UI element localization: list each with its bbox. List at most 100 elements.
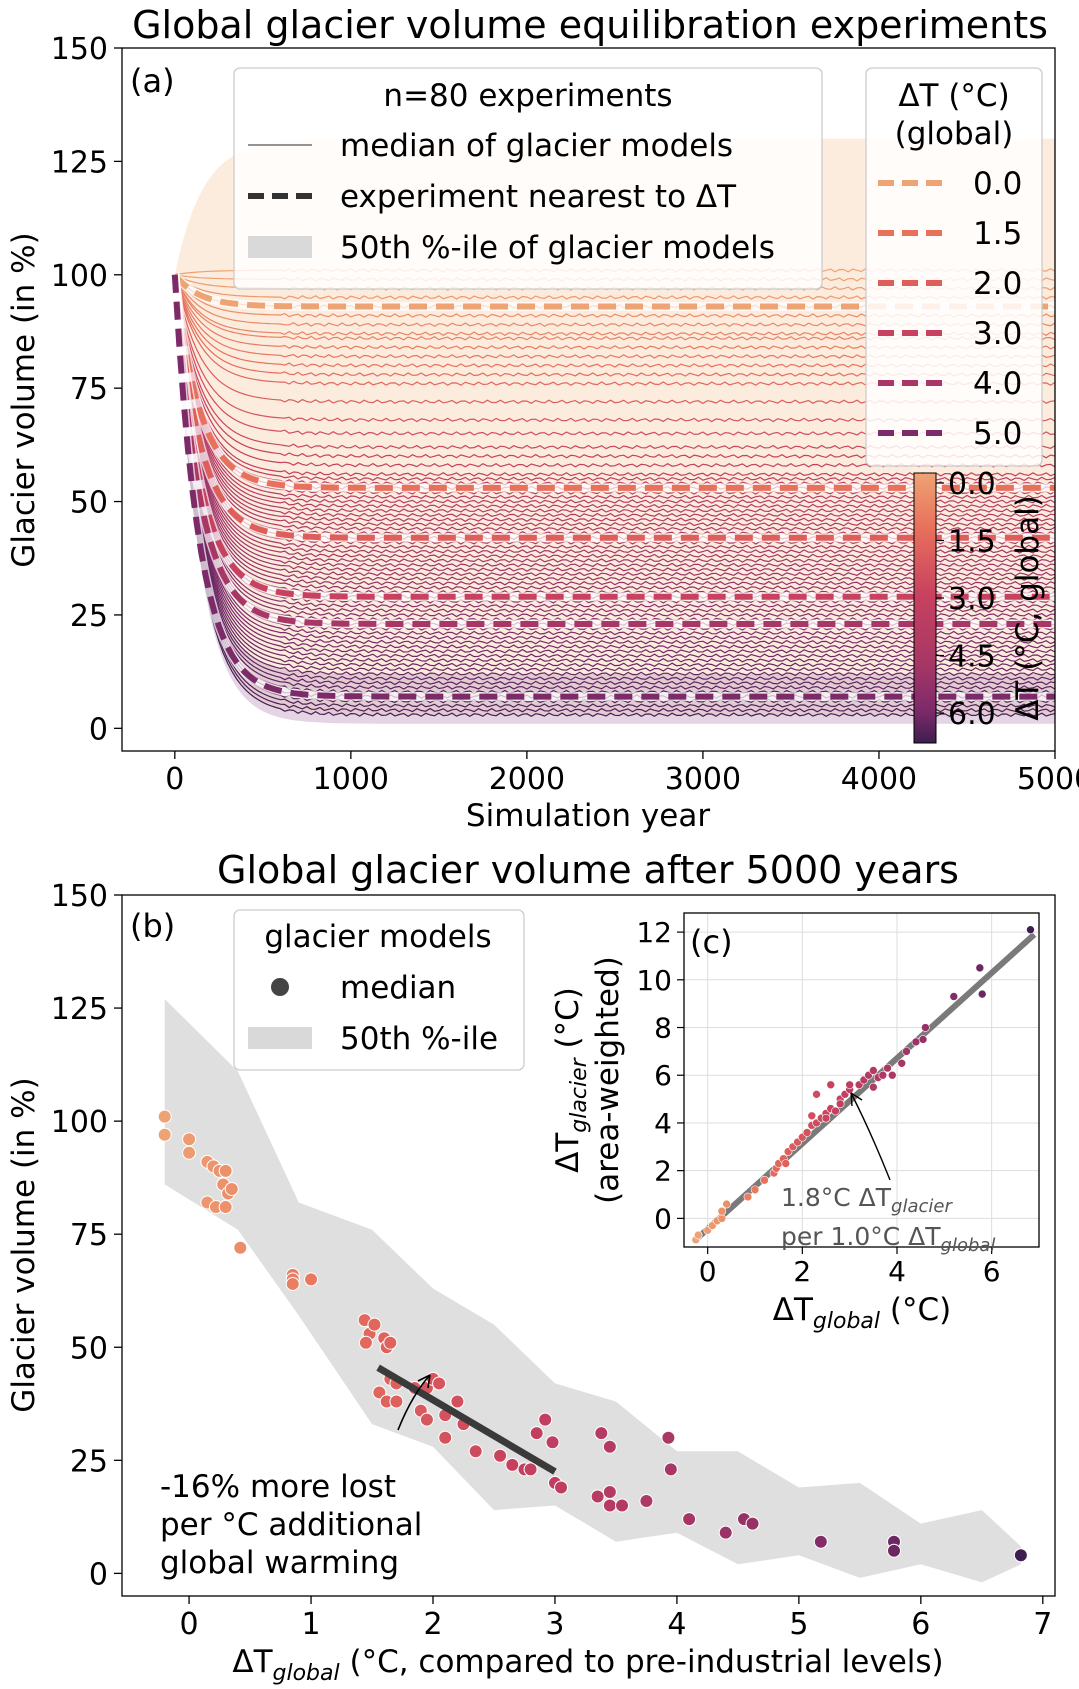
panel-c-point	[812, 1090, 821, 1099]
panel-a-median-line	[174, 274, 1056, 509]
panel-c-y-label-2: (area-weighted)	[590, 956, 626, 1204]
panel-b-legend-median-marker	[271, 978, 289, 996]
panel-a-median-line	[174, 274, 1056, 590]
panel-a-median-line	[174, 274, 1056, 568]
panel-a-median-line	[174, 274, 1056, 708]
panel-b-point	[432, 1376, 447, 1391]
colorbar-tick-label: 3.0	[948, 582, 996, 617]
panel-b: Global glacier volume after 5000 years 0…	[6, 848, 1056, 1686]
panel-a-y-tick-label: 25	[70, 599, 108, 634]
panel-a-median-line	[174, 274, 1056, 477]
panel-a-dt-legend: ΔT (°C) (global) 0.0 1.5 2.0 3.0 4.0 5.0	[865, 67, 1043, 467]
panel-c-point	[835, 1099, 845, 1109]
panel-b-legend-header: glacier models	[264, 919, 491, 955]
panel-a-median-line	[174, 274, 1056, 686]
panel-a-median-line	[174, 274, 1056, 690]
panel-b-point	[887, 1543, 902, 1558]
panel-a-dt-legend-box	[865, 67, 1043, 467]
panel-a-band-lower	[174, 274, 1056, 724]
panel-b-x-tick-label: 0	[180, 1607, 199, 1642]
panel-c-x-tick-label: 4	[888, 1255, 906, 1288]
panel-b-point	[505, 1457, 520, 1472]
panel-b-point	[663, 1462, 678, 1477]
panel-a-median-line	[174, 274, 1056, 581]
panel-b-point	[304, 1272, 319, 1287]
panel-a-colorbar: 0.0 1.5 3.0 4.5 6.0 ΔT (°C, global)	[913, 467, 1046, 744]
panel-b-point	[529, 1426, 544, 1441]
panel-a-median-line	[174, 274, 1056, 550]
panel-b-x-label-rest: (°C, compared to pre-industrial levels)	[340, 1644, 944, 1680]
panel-c-annotation-1-main: 1.8°C ΔT	[781, 1183, 892, 1212]
panel-b-y-tick-label: 50	[70, 1331, 108, 1366]
panel-a-y-ticks: 0 25 50 75 100 125 150	[51, 32, 122, 747]
panel-a-x-label: Simulation year	[466, 798, 710, 834]
panel-a-median-line	[174, 274, 1056, 532]
panel-c-y-tick-label: 12	[636, 916, 672, 949]
panel-c-annotation-1-sub: glacier	[891, 1196, 953, 1217]
panel-a-title: Global glacier volume equilibration expe…	[132, 3, 1048, 47]
panel-a-median-line	[174, 274, 1056, 677]
panel-c-point	[807, 1111, 817, 1121]
panel-c-point	[878, 1070, 888, 1080]
panel-b-annotation: -16% more lost per °C additional global …	[160, 1374, 431, 1581]
colorbar-tick-label: 6.0	[948, 697, 996, 732]
panel-c-point	[802, 1128, 812, 1137]
panel-b-y-label: Glacier volume (in %)	[6, 1077, 42, 1412]
panel-b-point	[218, 1163, 233, 1178]
colorbar-tick-label: 0.0	[948, 467, 996, 502]
panel-c-grid	[684, 913, 1039, 1247]
panel-a-y-tick-label: 150	[51, 32, 108, 67]
panel-a-nearest-line	[171, 274, 1055, 600]
dt-legend-label: 2.0	[973, 266, 1022, 302]
panel-b-point	[182, 1132, 197, 1147]
panel-b-point	[594, 1426, 609, 1441]
panel-c-x-label-rest: (°C)	[880, 1292, 951, 1328]
panel-b-x-tick-label: 2	[423, 1607, 442, 1642]
panel-b-point	[682, 1512, 697, 1527]
panel-c-frame	[683, 912, 1040, 1248]
colorbar-tick-label: 1.5	[948, 525, 996, 560]
panel-a-median-line	[174, 274, 1056, 559]
panel-a-legend-header: n=80 experiments	[383, 78, 672, 114]
panel-c-y-tick-label: 10	[636, 964, 672, 997]
panel-b-y-tick-label: 75	[70, 1218, 108, 1253]
panel-b-legend-median-label: median	[340, 970, 456, 1006]
panel-b-annotation-arrowhead	[417, 1374, 431, 1389]
panel-b-point	[182, 1145, 197, 1160]
dt-legend-label: 4.0	[973, 366, 1022, 402]
panel-c-y-label-rest: (°C)	[550, 987, 586, 1058]
panel-a-legend-median-label: median of glacier models	[340, 128, 733, 164]
panel-b-point	[157, 1109, 172, 1124]
panel-a-median-line	[174, 274, 1056, 704]
panel-a-x-tick-label: 4000	[841, 762, 917, 797]
panel-a-y-tick-label: 75	[70, 372, 108, 407]
panel-a-nearest-line	[171, 274, 1055, 627]
panel-a-median-line	[174, 274, 1056, 604]
panel-b-point	[813, 1534, 828, 1549]
panel-b-point	[615, 1498, 630, 1513]
panel-c-point	[750, 1185, 760, 1195]
panel-c-x-tick-label: 0	[699, 1255, 717, 1288]
panel-b-frame	[121, 894, 1056, 1597]
panel-c-y-label-1: ΔTglacier (°C)	[550, 987, 592, 1173]
panel-b-point	[602, 1439, 617, 1454]
panel-c-y-tick-label: 6	[654, 1059, 672, 1092]
panel-a-x-tick-label: 0	[165, 762, 184, 797]
panel-a-dt-legend-title-2: (global)	[895, 116, 1014, 152]
panel-a-median-line	[174, 274, 1056, 504]
panel-a-y-tick-label: 125	[51, 145, 108, 180]
panel-c-point	[722, 1199, 731, 1209]
panel-c-point	[918, 1035, 928, 1044]
panel-c-point	[911, 1037, 921, 1047]
panel-c-point	[826, 1080, 836, 1090]
panel-c-tag: (c)	[690, 923, 733, 961]
panel-c-x-label-sub: global	[813, 1309, 880, 1334]
panel-a-median-line	[174, 274, 1056, 554]
panel-b-point	[745, 1516, 760, 1531]
panel-c-annotation-line-1: 1.8°C ΔTglacier	[781, 1183, 953, 1217]
panel-b-title: Global glacier volume after 5000 years	[217, 848, 959, 892]
panel-b-point	[718, 1525, 733, 1540]
panel-c-point	[902, 1047, 911, 1056]
panel-a: Global glacier volume equilibration expe…	[6, 3, 1079, 834]
